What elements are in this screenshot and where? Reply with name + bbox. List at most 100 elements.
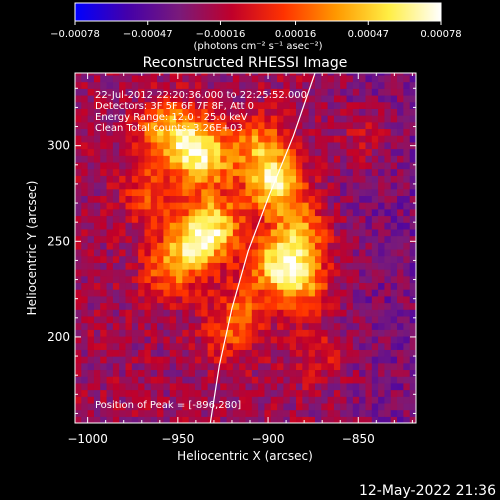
heatmap-cell — [119, 235, 127, 243]
heatmap-cell — [112, 356, 120, 364]
heatmap-cell — [81, 356, 89, 364]
heatmap-cell — [157, 289, 164, 297]
heatmap-cell — [150, 322, 158, 330]
heatmap-cell — [352, 362, 360, 371]
heatmap-cell — [302, 302, 310, 310]
heatmap-cell — [378, 202, 386, 210]
heatmap-cell — [201, 416, 209, 423]
heatmap-cell — [340, 228, 348, 237]
heatmap-cell — [150, 81, 158, 89]
heatmap-cell — [163, 135, 171, 143]
heatmap-cell — [264, 115, 272, 123]
heatmap-cell — [163, 382, 171, 391]
heatmap-cell — [239, 302, 247, 310]
heatmap-cell — [346, 228, 354, 237]
heatmap-cell — [106, 81, 114, 89]
heatmap-cell — [346, 295, 354, 304]
heatmap-cell — [81, 94, 89, 103]
heatmap-cell — [163, 295, 171, 304]
heatmap-cell — [359, 242, 367, 250]
heatmap-cell — [302, 315, 310, 324]
heatmap-cell — [384, 101, 392, 109]
heatmap-cell — [100, 148, 108, 156]
heatmap-cell — [226, 349, 234, 357]
heatmap-cell — [251, 135, 259, 143]
heatmap-cell — [213, 121, 221, 130]
heatmap-cell — [314, 182, 322, 190]
heatmap-cell — [207, 168, 215, 176]
heatmap-cell — [409, 195, 416, 203]
heatmap-cell — [365, 175, 373, 183]
heatmap-cell — [75, 195, 82, 203]
heatmap-cell — [333, 382, 341, 391]
heatmap-cell — [283, 141, 291, 150]
heatmap-cell — [106, 262, 114, 270]
heatmap-cell — [100, 188, 108, 196]
heatmap-cell — [378, 121, 386, 130]
heatmap-cell — [245, 289, 253, 297]
heatmap-cell — [384, 369, 392, 377]
heatmap-cell — [302, 269, 310, 277]
heatmap-cell — [258, 128, 266, 136]
heatmap-cell — [314, 389, 322, 397]
heatmap-cell — [296, 148, 303, 156]
heatmap-cell — [264, 356, 272, 364]
heatmap-cell — [112, 282, 120, 290]
heatmap-cell — [308, 175, 316, 183]
y-axis-label: Heliocentric Y (arcsec) — [25, 181, 39, 316]
heatmap-cell — [403, 289, 411, 297]
heatmap-cell — [188, 128, 196, 136]
heatmap-cell — [194, 168, 202, 176]
heatmap-cell — [207, 362, 215, 371]
heatmap-cell — [384, 242, 392, 250]
heatmap-cell — [220, 302, 228, 310]
heatmap-cell — [138, 141, 146, 150]
heatmap-cell — [150, 202, 158, 210]
heatmap-cell — [270, 155, 278, 163]
heatmap-cell — [81, 382, 89, 391]
heatmap-cell — [106, 215, 114, 223]
heatmap-cell — [277, 168, 284, 176]
heatmap-cell — [321, 161, 329, 170]
heatmap-cell — [81, 148, 89, 156]
heatmap-cell — [100, 396, 108, 404]
heatmap-cell — [277, 289, 284, 297]
heatmap-cell — [270, 389, 278, 397]
heatmap-cell — [314, 342, 322, 350]
heatmap-cell — [378, 94, 386, 103]
heatmap-cell — [75, 235, 82, 243]
heatmap-cell — [100, 289, 108, 297]
heatmap-cell — [264, 389, 272, 397]
heatmap-cell — [251, 168, 259, 176]
heatmap-cell — [169, 73, 177, 76]
heatmap-cell — [270, 409, 278, 417]
heatmap-cell — [207, 402, 215, 411]
heatmap-cell — [138, 275, 146, 284]
heatmap-cell — [327, 155, 335, 163]
heatmap-cell — [182, 128, 190, 136]
heatmap-cell — [277, 88, 284, 96]
heatmap-cell — [403, 155, 411, 163]
heatmap-cell — [106, 302, 114, 310]
heatmap-cell — [119, 141, 127, 150]
heatmap-cell — [340, 262, 348, 270]
heatmap-cell — [270, 208, 278, 217]
heatmap-cell — [251, 115, 259, 123]
heatmap-cell — [150, 255, 158, 263]
heatmap-cell — [352, 94, 360, 103]
heatmap-cell — [75, 208, 82, 217]
heatmap-cell — [378, 108, 386, 116]
heatmap-cell — [409, 322, 416, 330]
heatmap-cell — [390, 202, 398, 210]
heatmap-cell — [333, 101, 341, 109]
heatmap-cell — [163, 416, 171, 423]
heatmap-cell — [397, 309, 404, 317]
heatmap-cell — [352, 295, 360, 304]
heatmap-cell — [321, 309, 329, 317]
heatmap-cell — [270, 148, 278, 156]
heatmap-cell — [258, 208, 266, 217]
heatmap-cell — [194, 248, 202, 257]
heatmap-cell — [188, 148, 196, 156]
heatmap-cell — [258, 161, 266, 170]
heatmap-cell — [150, 188, 158, 196]
